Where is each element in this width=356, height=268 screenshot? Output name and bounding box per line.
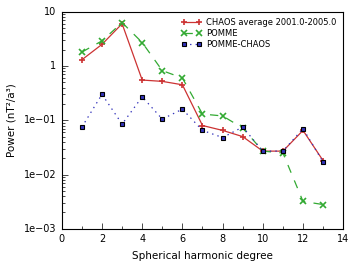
X-axis label: Spherical harmonic degree: Spherical harmonic degree xyxy=(132,251,273,261)
POMME-CHAOS xyxy=(301,127,305,130)
POMME-CHAOS xyxy=(80,125,84,129)
POMME xyxy=(321,203,325,206)
POMME-CHAOS xyxy=(160,117,164,121)
POMME xyxy=(241,126,245,130)
CHAOS average 2001.0-2005.0 xyxy=(160,80,164,83)
CHAOS average 2001.0-2005.0 xyxy=(301,129,305,132)
CHAOS average 2001.0-2005.0 xyxy=(120,22,124,25)
POMME xyxy=(180,76,184,80)
POMME-CHAOS xyxy=(120,122,124,126)
CHAOS average 2001.0-2005.0 xyxy=(241,135,245,138)
CHAOS average 2001.0-2005.0 xyxy=(100,43,104,46)
POMME-CHAOS xyxy=(140,95,144,98)
CHAOS average 2001.0-2005.0 xyxy=(180,83,184,86)
CHAOS average 2001.0-2005.0 xyxy=(200,124,205,127)
CHAOS average 2001.0-2005.0 xyxy=(261,150,265,153)
POMME xyxy=(120,21,124,24)
POMME-CHAOS xyxy=(200,129,205,132)
POMME xyxy=(160,69,164,72)
POMME xyxy=(100,39,104,42)
POMME xyxy=(281,151,285,155)
POMME xyxy=(80,50,84,54)
POMME xyxy=(261,150,265,153)
POMME-CHAOS xyxy=(100,93,104,96)
CHAOS average 2001.0-2005.0 xyxy=(140,79,144,82)
CHAOS average 2001.0-2005.0 xyxy=(321,159,325,162)
POMME xyxy=(301,200,305,203)
Line: POMME-CHAOS: POMME-CHAOS xyxy=(79,92,325,165)
POMME-CHAOS xyxy=(180,107,184,111)
Line: CHAOS average 2001.0-2005.0: CHAOS average 2001.0-2005.0 xyxy=(78,20,326,164)
Y-axis label: Power (nT²/a³): Power (nT²/a³) xyxy=(7,83,17,157)
POMME xyxy=(200,113,205,116)
POMME-CHAOS xyxy=(321,161,325,164)
Legend: CHAOS average 2001.0-2005.0, POMME, POMME-CHAOS: CHAOS average 2001.0-2005.0, POMME, POMM… xyxy=(179,16,339,51)
POMME-CHAOS xyxy=(281,150,285,153)
POMME xyxy=(220,114,225,118)
POMME-CHAOS xyxy=(241,125,245,129)
CHAOS average 2001.0-2005.0 xyxy=(220,129,225,132)
POMME xyxy=(140,41,144,44)
POMME-CHAOS xyxy=(261,150,265,153)
POMME-CHAOS xyxy=(220,136,225,139)
Line: POMME: POMME xyxy=(78,19,326,208)
CHAOS average 2001.0-2005.0 xyxy=(80,58,84,61)
CHAOS average 2001.0-2005.0 xyxy=(281,150,285,153)
